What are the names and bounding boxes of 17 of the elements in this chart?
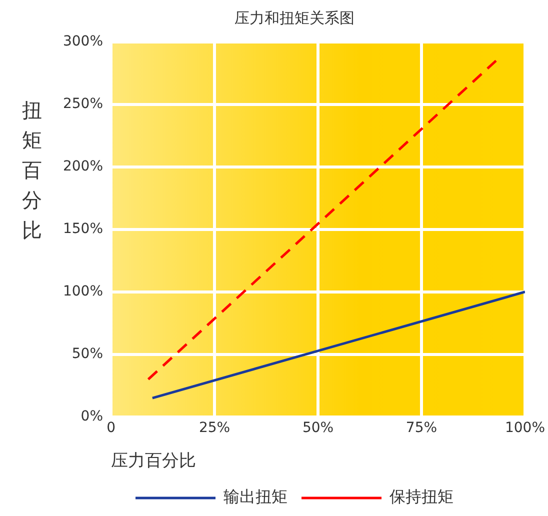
x-tick-label: 25% [198,420,230,436]
y-tick-label: 300% [62,34,104,50]
x-tick-label: 50% [302,420,334,436]
x-tick-label: 75% [406,420,438,436]
y-tick-label: 250% [62,96,104,112]
y-tick-label: 150% [62,221,104,238]
legend-label: 保持扭矩 [390,487,454,506]
y-tick-label: 0% [80,408,104,424]
chart-title: 压力和扭矩关系图 [234,8,354,27]
y-tick-label: 200% [62,158,104,175]
x-axis-title: 压力百分比 [111,451,196,472]
x-tick-label: 0 [106,420,116,436]
y-tick-label: 100% [62,284,104,300]
legend-label: 输出扭矩 [224,487,288,506]
y-axis-title: 扭矩百分比 [22,97,43,244]
y-tick-label: 50% [72,346,104,362]
x-tick-label: 100% [504,420,546,436]
